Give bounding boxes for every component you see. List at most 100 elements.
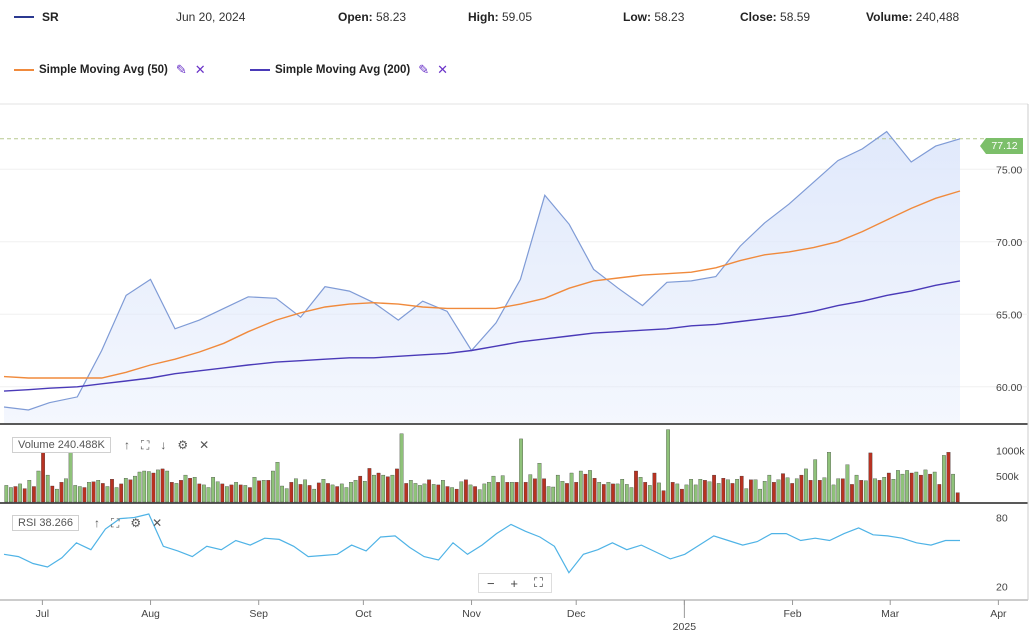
volume-bar (128, 479, 133, 503)
close-icon[interactable]: ✕ (199, 438, 210, 452)
volume-bar (390, 474, 395, 503)
volume-bar (519, 438, 523, 503)
move-up-arrow-icon[interactable]: ↑ (94, 516, 100, 530)
volume-bar (110, 479, 114, 503)
x-tick-label: Aug (141, 608, 160, 620)
volume-bar (275, 462, 280, 503)
x-tick-label: Dec (567, 608, 586, 620)
x-tick-label: Jul (36, 608, 49, 620)
volume-bar (647, 485, 652, 503)
close-icon[interactable]: ✕ (194, 62, 206, 77)
volume-bar (505, 482, 510, 503)
volume-bar (32, 486, 36, 503)
move-down-arrow-icon[interactable]: ↓ (160, 438, 167, 452)
legend-sma200: Simple Moving Avg (200) ✎ ✕ (250, 62, 448, 78)
maximize-icon[interactable]: ⛶ (141, 438, 150, 452)
volume-bar (615, 483, 620, 503)
volume-bar (445, 486, 450, 503)
gear-icon[interactable]: ⚙ (177, 438, 189, 452)
x-tick-label: Apr (990, 608, 1007, 620)
volume-bar (330, 484, 335, 503)
volume-bar (123, 478, 128, 503)
volume-bar (459, 481, 464, 503)
move-up-arrow-icon[interactable]: ↑ (124, 438, 130, 452)
maximize-icon[interactable]: ⛶ (111, 516, 120, 530)
volume-bar (689, 479, 693, 503)
volume-bar (22, 488, 27, 503)
fullscreen-icon[interactable]: ⛶ (533, 575, 544, 590)
x-tick-label: Feb (783, 608, 801, 620)
x-tick-label: 2025 (673, 621, 697, 633)
volume-bar (280, 485, 284, 503)
volume-bar (408, 480, 413, 503)
volume-bar (436, 484, 441, 503)
volume-bar (312, 488, 317, 503)
volume-bar (55, 488, 59, 503)
volume-bar (923, 469, 928, 503)
volume-bar (840, 478, 845, 503)
x-tick-label: Nov (462, 608, 481, 620)
zoom-out-button[interactable]: − (486, 575, 495, 591)
volume-bar (220, 483, 225, 503)
volume-bar (27, 480, 32, 503)
volume-bar (882, 477, 887, 503)
volume-bar (578, 470, 583, 503)
volume-bar (817, 480, 822, 503)
volume-bar (675, 483, 680, 503)
volume-bar (500, 475, 505, 503)
close-icon[interactable]: ✕ (152, 516, 163, 530)
volume-bar (514, 482, 519, 503)
volume-bar (284, 488, 289, 503)
volume-bar (289, 482, 294, 503)
volume-bar (739, 475, 744, 503)
last-price-tag: 77.12 (980, 138, 1023, 154)
volume-bar (785, 477, 790, 503)
edit-pencil-icon[interactable]: ✎ (175, 62, 187, 77)
volume-bar (82, 487, 87, 503)
volume-bar (638, 477, 643, 503)
rsi-series-line (3, 513, 960, 574)
close-icon[interactable]: ✕ (437, 62, 449, 77)
x-tick-label: Mar (881, 608, 900, 620)
y-tick-label: 60.00 (996, 382, 1022, 394)
volume-bar (73, 485, 78, 503)
volume-bar (666, 429, 670, 503)
volume-bar (133, 475, 137, 503)
zoom-in-button[interactable]: + (510, 575, 519, 591)
volume-bar (698, 479, 703, 503)
y-tick-label: 70.00 (996, 237, 1022, 249)
volume-bar (808, 480, 813, 503)
volume-bar (234, 482, 238, 503)
high-stat: High: 59.05 (468, 10, 533, 24)
edit-pencil-icon[interactable]: ✎ (418, 62, 430, 77)
volume-bar (942, 455, 946, 503)
volume-bar (955, 492, 960, 503)
volume-bar (454, 488, 459, 503)
volume-bar (744, 488, 749, 503)
volume-bar (321, 479, 326, 503)
volume-bar (100, 483, 105, 503)
volume-y-tick-label: 1000k (996, 445, 1025, 457)
legend-sma50: Simple Moving Avg (50) ✎ ✕ (14, 62, 206, 78)
volume-bar (188, 478, 192, 503)
volume-bar (716, 483, 721, 503)
volume-bar (854, 474, 859, 503)
volume-bar (776, 479, 781, 503)
volume-bar (413, 483, 418, 503)
close-stat: Close: 58.59 (740, 10, 811, 24)
volume-bar (151, 472, 156, 503)
sma200-series-line (3, 280, 961, 392)
symbol-label: SR (42, 10, 59, 24)
volume-bar (41, 447, 45, 503)
volume-bar (335, 486, 340, 503)
volume-bar (533, 478, 537, 503)
volume-bar (597, 482, 602, 503)
volume-bar (537, 463, 542, 503)
gear-icon[interactable]: ⚙ (130, 516, 142, 530)
volume-panel-tools: ↑ ⛶ ↓ ⚙ ✕ (124, 438, 209, 453)
volume-bar (588, 470, 592, 503)
volume-bar (50, 485, 55, 503)
volume-bar (294, 478, 298, 503)
volume-bar (730, 483, 735, 503)
